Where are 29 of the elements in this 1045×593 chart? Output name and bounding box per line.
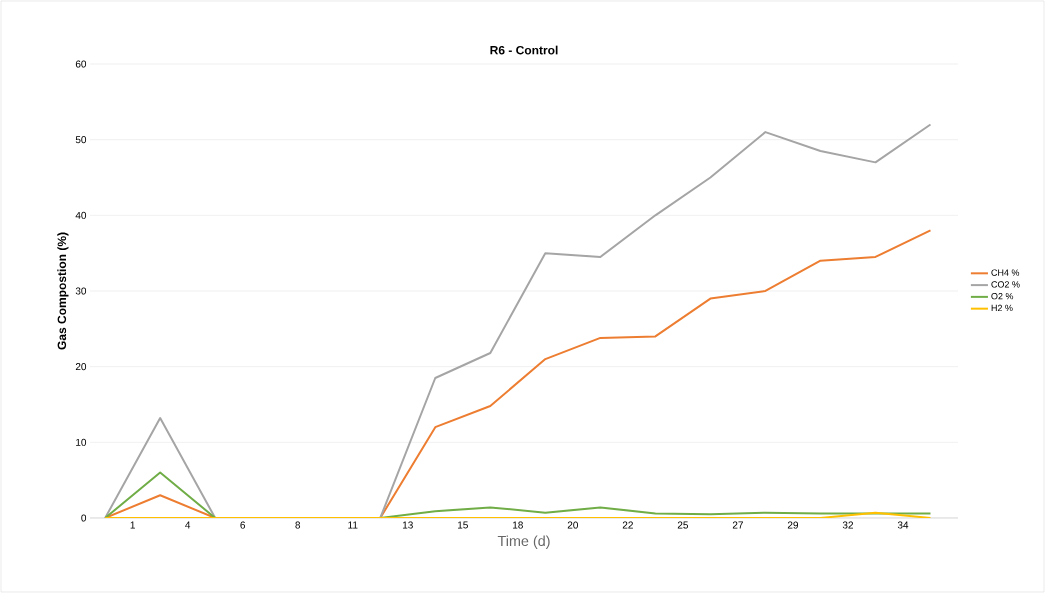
x-tick-label: 11	[348, 521, 358, 529]
x-tick-label: 8	[295, 521, 301, 529]
x-tick-label: 27	[732, 521, 743, 529]
y-tick-label: 50	[75, 136, 87, 144]
x-tick-label: 34	[897, 521, 909, 529]
y-tick-label: 20	[75, 363, 87, 371]
y-tick-label: 40	[75, 211, 87, 219]
x-tick-label: 29	[787, 521, 799, 529]
legend-label: CO2 %	[991, 281, 1020, 288]
chart-title: R6 - Control	[490, 45, 558, 55]
x-axis-title: Time (d)	[497, 535, 550, 549]
x-tick-label: 18	[513, 521, 523, 529]
y-tick-label: 60	[75, 60, 87, 68]
x-tick-label: 4	[185, 521, 191, 529]
y-tick-label: 10	[76, 438, 87, 446]
x-tick-label: 15	[458, 521, 468, 529]
legend-label: O2 %	[991, 292, 1014, 300]
x-tick-label: 32	[842, 521, 854, 529]
x-tick-label: 6	[240, 521, 246, 529]
legend-label: CH4 %	[991, 269, 1020, 276]
y-tick-label: 0	[81, 514, 87, 522]
y-axis-title: Gas Compostion (%)	[57, 232, 69, 350]
y-tick-label: 30	[75, 287, 87, 295]
x-tick-label: 13	[402, 521, 413, 529]
x-tick-label: 20	[567, 521, 579, 529]
legend-label: H2 %	[991, 304, 1013, 312]
x-tick-label: 25	[677, 521, 689, 529]
x-tick-label: 22	[622, 521, 633, 529]
x-tick-label: 1	[130, 521, 135, 529]
